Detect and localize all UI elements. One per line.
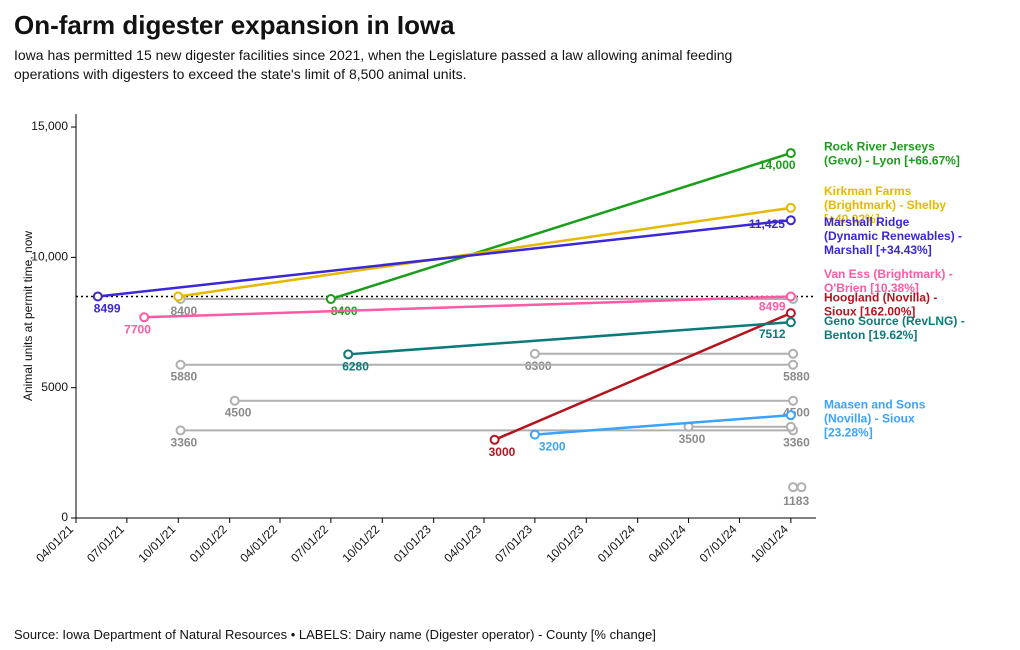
svg-text:07/01/24: 07/01/24 [697,522,740,565]
svg-text:10,000: 10,000 [31,250,68,264]
svg-text:3360: 3360 [783,435,810,449]
svg-text:Animal units at permit time, n: Animal units at permit time, now [21,231,35,401]
svg-text:Marshall [+34.43%]: Marshall [+34.43%] [824,243,932,257]
chart-title: On-farm digester expansion in Iowa [14,10,455,41]
svg-text:(Novilla) - Sioux: (Novilla) - Sioux [824,412,915,426]
svg-text:Hoogland (Novilla) -: Hoogland (Novilla) - [824,291,937,305]
svg-text:04/01/23: 04/01/23 [441,522,484,565]
svg-text:5880: 5880 [783,370,810,384]
svg-text:04/01/22: 04/01/22 [237,522,280,565]
svg-text:6280: 6280 [342,359,369,373]
svg-text:1183: 1183 [783,494,809,508]
svg-text:(Brightmark) - Shelby: (Brightmark) - Shelby [824,198,946,212]
svg-text:(Dynamic Renewables) -: (Dynamic Renewables) - [824,229,962,243]
svg-text:5000: 5000 [41,380,68,394]
svg-text:Benton [19.62%]: Benton [19.62%] [824,328,917,342]
svg-text:[23.28%]: [23.28%] [824,426,873,440]
svg-text:01/01/24: 01/01/24 [595,522,638,565]
svg-text:Kirkman Farms: Kirkman Farms [824,184,912,198]
svg-text:10/01/21: 10/01/21 [135,522,178,565]
svg-text:07/01/23: 07/01/23 [492,522,535,565]
chart-subtitle: Iowa has permitted 15 new digester facil… [14,46,794,84]
svg-text:(Gevo) - Lyon [+66.67%]: (Gevo) - Lyon [+66.67%] [824,153,960,167]
svg-text:3500: 3500 [679,432,706,446]
svg-text:Geno Source (RevLNG) -: Geno Source (RevLNG) - [824,314,965,328]
svg-text:11,425: 11,425 [749,217,785,231]
chart-source: Source: Iowa Department of Natural Resou… [14,627,656,642]
svg-text:15,000: 15,000 [31,119,68,133]
svg-text:10/01/23: 10/01/23 [543,522,586,565]
svg-text:14,000: 14,000 [759,158,796,172]
svg-text:5880: 5880 [171,370,198,384]
svg-text:01/01/22: 01/01/22 [187,522,230,565]
svg-text:Rock River Jerseys: Rock River Jerseys [824,139,935,153]
svg-text:8499: 8499 [94,301,121,315]
svg-text:3200: 3200 [539,440,566,454]
svg-text:Van Ess (Brightmark) -: Van Ess (Brightmark) - [824,267,953,281]
svg-text:7700: 7700 [124,322,151,336]
svg-text:01/01/23: 01/01/23 [391,522,434,565]
svg-text:04/01/24: 04/01/24 [646,522,689,565]
svg-text:4500: 4500 [225,406,252,420]
svg-text:0: 0 [61,510,68,524]
svg-text:07/01/21: 07/01/21 [84,522,127,565]
svg-text:8499: 8499 [759,299,786,313]
svg-text:7512: 7512 [759,327,786,341]
svg-text:10/01/24: 10/01/24 [748,522,791,565]
svg-text:04/01/21: 04/01/21 [33,522,76,565]
svg-text:07/01/22: 07/01/22 [288,522,331,565]
svg-text:6300: 6300 [525,359,552,373]
svg-text:3000: 3000 [489,445,516,459]
svg-text:3360: 3360 [171,435,198,449]
svg-text:10/01/22: 10/01/22 [339,522,382,565]
svg-text:Marshall Ridge: Marshall Ridge [824,215,910,229]
chart-plot: 0 5000 10,000 15,000 Animal units at permit … [14,100,1006,610]
svg-text:Maasen and Sons: Maasen and Sons [824,398,926,412]
